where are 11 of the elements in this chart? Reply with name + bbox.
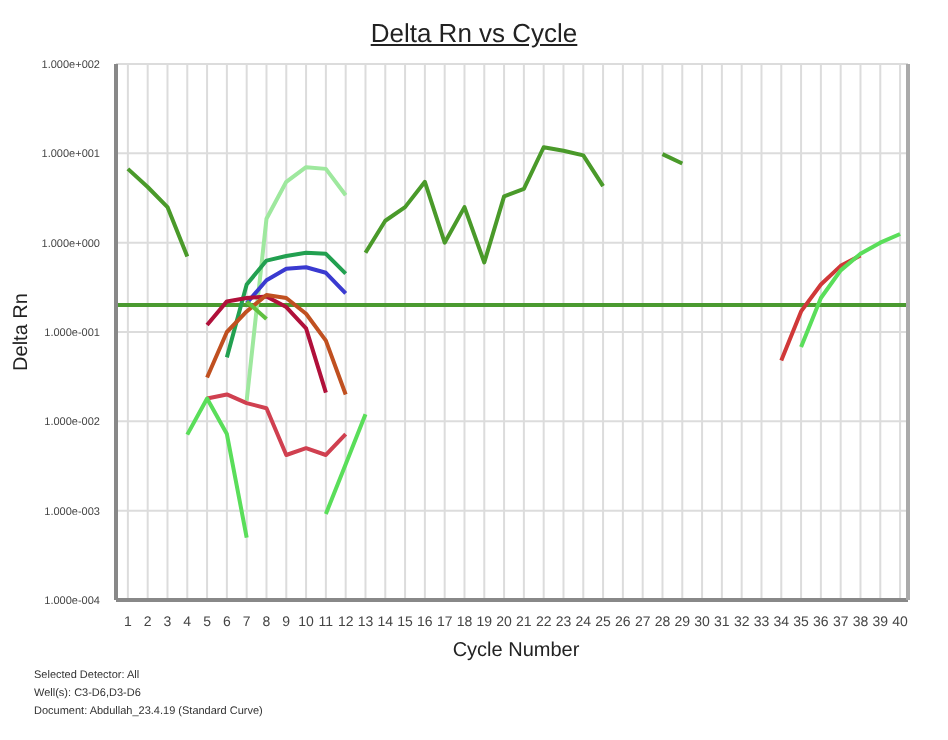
- line-series: [244, 165, 348, 403]
- line-series: [779, 253, 863, 363]
- x-axis-title: Cycle Number: [450, 640, 582, 662]
- line-series: [205, 292, 348, 397]
- y-axis-title: Delta Rn: [11, 293, 33, 371]
- line-series: [244, 265, 348, 306]
- line-series: [224, 250, 348, 360]
- line-series: [205, 294, 328, 395]
- chart-title: Delta Rn vs Cycle: [368, 18, 580, 48]
- line-series: [799, 232, 903, 349]
- line-series: [205, 392, 348, 457]
